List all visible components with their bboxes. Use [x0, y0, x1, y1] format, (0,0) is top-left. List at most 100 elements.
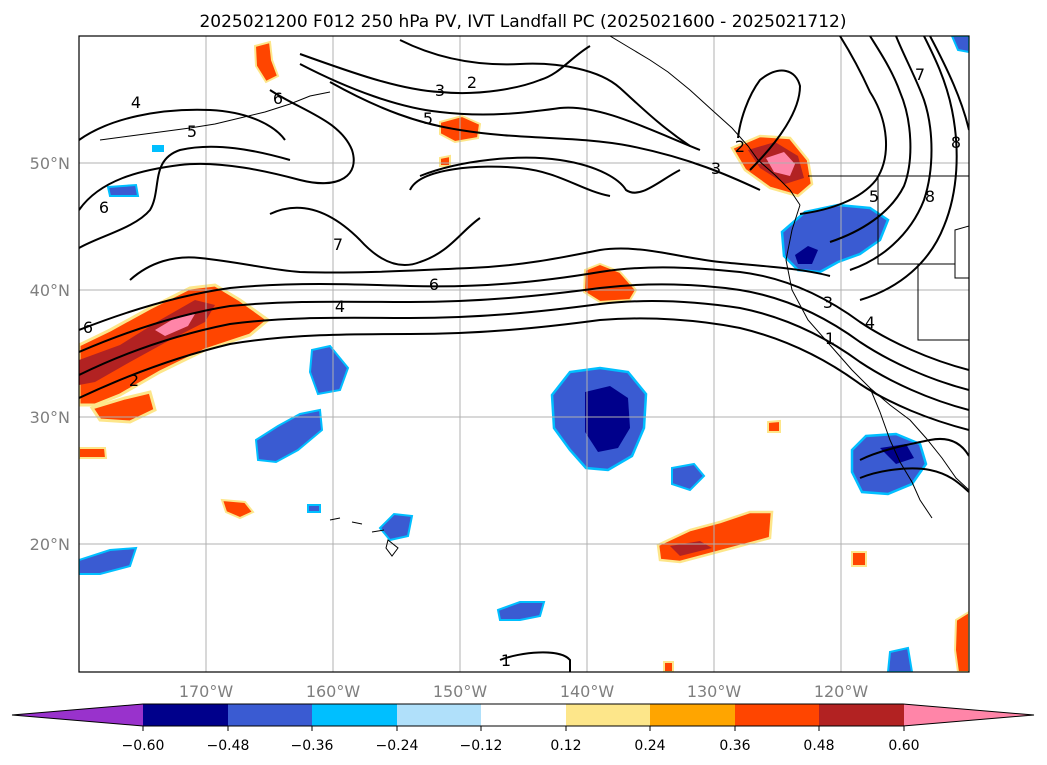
contour-23 — [859, 438, 969, 461]
contour-label-5: 3 — [435, 81, 445, 100]
pv-contours — [79, 36, 969, 672]
contour-3 — [79, 145, 291, 249]
colorbar-segment — [312, 704, 397, 726]
warm-patch-2 — [220, 498, 255, 520]
contour-label-3: 6 — [99, 198, 109, 217]
contour-label-21: 5 — [869, 187, 879, 206]
colorbar-segments — [12, 704, 1034, 731]
warm-patch-1 — [79, 447, 108, 459]
contour-17 — [737, 69, 802, 171]
warm-patch-11 — [663, 661, 674, 672]
contour-6 — [79, 283, 969, 391]
lon-tick-140w: 140°W — [560, 682, 615, 701]
contour-14 — [299, 63, 701, 151]
colorbar-tick-label: −0.36 — [291, 738, 334, 754]
warm-patch-5 — [439, 154, 451, 167]
colorbar-tick-label: −0.48 — [207, 738, 250, 754]
hawaii-islands — [329, 517, 399, 557]
colorbar-segment — [228, 704, 312, 726]
warm-patch-3 — [253, 40, 280, 84]
contour-22 — [929, 36, 969, 131]
contour-10 — [419, 156, 681, 194]
colorbar: −0.60 −0.48 −0.36 −0.24 −0.12 0.12 0.24 … — [11, 703, 1035, 754]
contour-label-9: 6 — [429, 275, 439, 294]
contour-21 — [859, 36, 958, 301]
contour-7 — [79, 300, 969, 411]
warm-region-nw-peak — [766, 152, 795, 176]
contour-label-8: 7 — [333, 235, 343, 254]
colorbar-segment — [481, 704, 566, 726]
lon-tick-150w: 150°W — [433, 682, 488, 701]
coastline-baja — [869, 387, 933, 519]
colorbar-segment — [566, 704, 650, 726]
contour-16 — [399, 39, 691, 147]
lon-tick-130w: 130°W — [687, 682, 742, 701]
warm-patch-10 — [953, 610, 969, 672]
warm-region-west-peak — [155, 314, 195, 336]
colorbar-tick-label: 0.60 — [888, 738, 919, 754]
contour-11 — [409, 165, 611, 197]
warm-patch-8 — [767, 419, 781, 433]
cool-region-small-5 — [307, 504, 321, 513]
cool-region-hawaii-north — [254, 408, 324, 464]
map-panel: 4 5 6 2 3 5 6 7 6 4 2 3 7 8 8 3 4 1 1 2 … — [78, 35, 970, 673]
contour-label-11: 2 — [129, 371, 139, 390]
contour-label-2: 5 — [187, 122, 197, 141]
gridlines — [79, 36, 969, 672]
contour-label-20: 2 — [735, 137, 745, 156]
map-background — [79, 36, 969, 672]
map-frame — [78, 35, 970, 673]
contour-8 — [79, 317, 969, 431]
colorbar-tick-label: 0.36 — [719, 738, 750, 754]
cool-region-small-3 — [106, 183, 140, 197]
lon-tick-120w: 120°W — [814, 682, 869, 701]
colorbar-segment — [819, 704, 904, 726]
coastlines — [99, 36, 969, 557]
contour-labels: 4 5 6 2 3 5 6 7 6 4 2 3 7 8 8 3 4 1 1 2 … — [83, 65, 961, 670]
contour-label-16: 3 — [823, 293, 833, 312]
contour-2 — [79, 108, 286, 141]
lat-tick-30n: 30°N — [30, 408, 70, 427]
border-states-2 — [917, 264, 969, 341]
coastline-aleutians — [99, 91, 331, 141]
contour-24 — [859, 467, 969, 493]
negative-shading — [79, 36, 969, 672]
contour-label-4: 2 — [467, 73, 477, 92]
lon-tick-160w: 160°W — [306, 682, 361, 701]
cool-region-small-1 — [671, 462, 706, 492]
contour-label-12: 3 — [711, 159, 721, 178]
colorbar-segment — [735, 704, 819, 726]
map-title: 2025021200 F012 250 hPa PV, IVT Landfall… — [199, 12, 846, 32]
contour-5 — [79, 266, 969, 371]
contour-label-10: 4 — [335, 297, 345, 316]
warm-patch-7-core — [670, 541, 712, 556]
coastline-westcoast — [785, 204, 969, 491]
cool-region-small-2 — [496, 601, 546, 621]
cool-region-small-7 — [950, 36, 969, 54]
contour-label-15: 8 — [925, 187, 935, 206]
colorbar-tick-label: 0.12 — [550, 738, 581, 754]
contour-label-7: 6 — [273, 89, 283, 108]
colorbar-ticks: −0.60 −0.48 −0.36 −0.24 −0.12 0.12 0.24 … — [122, 738, 920, 754]
cool-region-mid — [308, 344, 350, 396]
colorbar-segment — [650, 704, 735, 726]
contour-label-1: 4 — [131, 93, 141, 112]
cool-region-california-core — [795, 246, 818, 264]
lat-tick-20n: 20°N — [30, 535, 70, 554]
lon-tick-170w: 170°W — [179, 682, 234, 701]
contour-4 — [129, 247, 831, 281]
cool-region-west — [79, 546, 138, 575]
contour-9 — [269, 206, 481, 266]
lat-axis: 50°N 40°N 30°N 20°N — [30, 154, 70, 554]
contour-label-22: 6 — [83, 318, 93, 337]
colorbar-segment — [143, 704, 228, 726]
colorbar-tick-label: −0.12 — [460, 738, 503, 754]
lat-tick-50n: 50°N — [30, 154, 70, 173]
contour-label-19: 1 — [501, 651, 511, 670]
cool-region-small-6 — [886, 646, 914, 672]
colorbar-tick-label: −0.24 — [376, 738, 419, 754]
contour-label-13: 7 — [915, 65, 925, 84]
contour-20 — [849, 36, 933, 271]
colorbar-segment — [397, 704, 481, 726]
